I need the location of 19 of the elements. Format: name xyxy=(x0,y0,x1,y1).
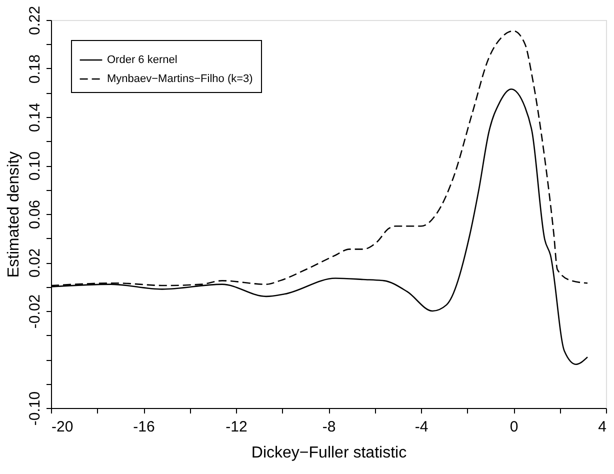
legend-label: Mynbaev−Martins−Filho (k=3) xyxy=(107,73,253,85)
x-tick-label: -16 xyxy=(133,418,155,436)
x-tick-label: -20 xyxy=(52,418,74,436)
x-tick-label: 0 xyxy=(510,418,518,436)
y-tick-label: -0.02 xyxy=(26,294,44,329)
x-axis-title: Dickey−Fuller statistic xyxy=(251,444,407,462)
y-axis-title: Estimated density xyxy=(6,151,22,278)
y-tick-label: 0.22 xyxy=(26,6,44,36)
y-tick-label: -0.10 xyxy=(26,391,44,426)
x-tick-label: 4 xyxy=(598,418,606,436)
y-tick-label: 0.02 xyxy=(26,248,44,278)
y-tick-label: 0.06 xyxy=(26,200,44,230)
y-tick-label: 0.10 xyxy=(26,151,44,181)
y-tick-label: 0.14 xyxy=(26,102,44,132)
x-tick-label: -4 xyxy=(414,418,428,436)
y-tick-label: 0.18 xyxy=(26,54,44,84)
x-tick-label: -12 xyxy=(226,418,248,436)
x-tick-label: -8 xyxy=(322,418,336,436)
legend-label: Order 6 kernel xyxy=(107,54,178,66)
